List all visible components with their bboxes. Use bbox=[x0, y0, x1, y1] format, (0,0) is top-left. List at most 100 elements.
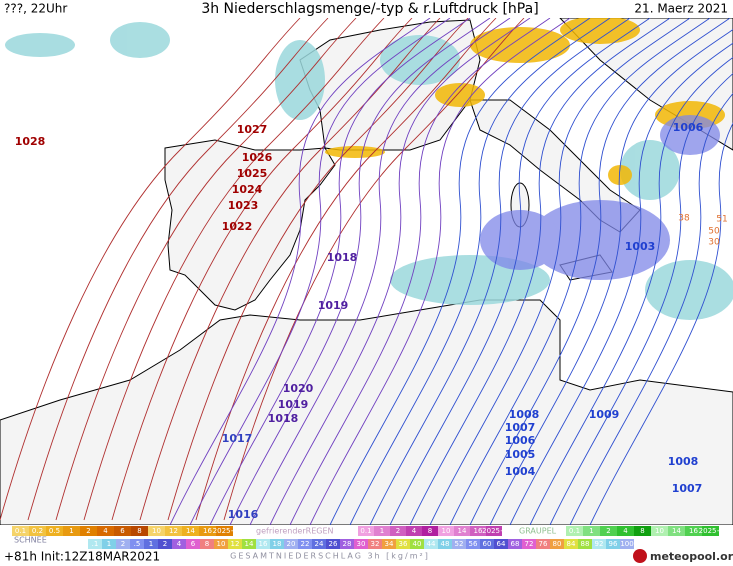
legend-label: 84 bbox=[567, 540, 576, 548]
legend-swatch bbox=[172, 539, 186, 549]
legend-swatch bbox=[256, 539, 270, 549]
legend-swatch bbox=[508, 539, 522, 549]
legend-label: 14 bbox=[458, 527, 467, 535]
legend-label: 12 bbox=[231, 540, 240, 548]
isobar-low bbox=[569, 93, 733, 526]
isobar-label: 1007 bbox=[505, 421, 536, 434]
legend-swatch bbox=[564, 539, 578, 549]
legend-label: 0.2 bbox=[32, 527, 43, 535]
legend-label: 10 bbox=[152, 527, 161, 535]
footer-run: +81h Init:12Z18MAR2021 bbox=[4, 550, 160, 564]
legend-label: 1 bbox=[69, 527, 73, 535]
legend-label: 1 bbox=[589, 527, 593, 535]
legend-swatch bbox=[80, 526, 97, 536]
isobar-low bbox=[189, 17, 451, 526]
legend-swatch bbox=[358, 526, 374, 536]
isobar-high bbox=[139, 17, 441, 521]
legend-swatch bbox=[270, 539, 284, 549]
legend-swatch bbox=[438, 526, 454, 536]
legend-label: .1 bbox=[92, 540, 99, 548]
legend-swatch bbox=[130, 539, 144, 549]
legend-swatch bbox=[63, 526, 80, 536]
legend-label: 2 bbox=[86, 527, 90, 535]
legend-label: 8 bbox=[428, 527, 432, 535]
legend-label: 12 bbox=[169, 527, 178, 535]
legend-swatch bbox=[326, 539, 340, 549]
legend-label: 20 bbox=[287, 540, 296, 548]
legend-label: 2 bbox=[606, 527, 610, 535]
isobar-label: 1005 bbox=[505, 448, 536, 461]
footer-brand: meteopool.org bbox=[650, 550, 733, 563]
legend-swatch bbox=[578, 539, 592, 549]
isobar-label: 1006 bbox=[673, 121, 704, 134]
legend-swatch bbox=[583, 526, 600, 536]
legend-label: 8 bbox=[137, 527, 141, 535]
isobar-low bbox=[449, 17, 711, 526]
legend-swatch bbox=[406, 526, 422, 536]
isobar-label: 1027 bbox=[237, 123, 268, 136]
legend-swatch bbox=[182, 526, 199, 536]
isobar-low bbox=[589, 122, 733, 526]
legend-title: GESAMTNIEDERSCHLAG 3h [kg/m²] bbox=[230, 552, 430, 561]
legend-label: 10 bbox=[655, 527, 664, 535]
legend-label: 88 bbox=[581, 540, 590, 548]
legend-label: 10 bbox=[442, 527, 451, 535]
isobar-label: 1026 bbox=[242, 151, 273, 164]
isobar-label: 1025 bbox=[237, 167, 268, 180]
legend-label: 2 bbox=[396, 527, 400, 535]
legend-label: 68 bbox=[511, 540, 520, 548]
legend-label: 2 bbox=[163, 540, 167, 548]
isobar-high bbox=[0, 17, 301, 521]
legend-label: 100 bbox=[620, 540, 633, 548]
isobar-low bbox=[329, 17, 591, 526]
legend-swatch bbox=[486, 526, 502, 536]
isobar-label: 1019 bbox=[278, 398, 309, 411]
isobar-label: 1018 bbox=[268, 412, 299, 425]
legend-swatch bbox=[390, 526, 406, 536]
legend-swatch bbox=[566, 526, 583, 536]
legend-label: 52 bbox=[455, 540, 464, 548]
legend-label: 44 bbox=[427, 540, 436, 548]
isobar-high bbox=[83, 17, 385, 521]
legend-swatch bbox=[200, 539, 214, 549]
legend-swatch bbox=[88, 539, 102, 549]
isobar-label: 1003 bbox=[625, 240, 656, 253]
legend-swatch bbox=[242, 539, 256, 549]
isobar-low bbox=[169, 17, 431, 526]
legend-title: SCHNEE bbox=[14, 536, 47, 545]
legend-label: 0.1 bbox=[15, 527, 26, 535]
legend-title: gefrierenderREGEN bbox=[256, 527, 334, 536]
legend-label: 1 bbox=[380, 527, 384, 535]
legend-label: .5 bbox=[134, 540, 141, 548]
isobar-low bbox=[369, 17, 631, 526]
legend-swatch bbox=[312, 539, 326, 549]
legend-swatch bbox=[592, 539, 606, 549]
legend-label: 36 bbox=[399, 540, 408, 548]
isobar-low bbox=[349, 17, 611, 526]
isobar-label: 1022 bbox=[222, 220, 253, 233]
isobar-low bbox=[209, 17, 471, 526]
legend-title: GRAUPEL bbox=[519, 527, 557, 536]
precip-label: 38 bbox=[678, 214, 690, 224]
isobar-label: 1020 bbox=[283, 382, 314, 395]
legend-label: 2025+ bbox=[699, 527, 723, 535]
legend-label: 24 bbox=[315, 540, 324, 548]
isobar-high bbox=[167, 17, 469, 521]
isobar-low bbox=[469, 17, 731, 526]
isobar-label: 1004 bbox=[505, 465, 536, 478]
legend-swatch bbox=[494, 539, 508, 549]
legend-label: 76 bbox=[539, 540, 548, 548]
legend-swatch bbox=[374, 526, 390, 536]
legend-label: 64 bbox=[497, 540, 506, 548]
legend-swatch bbox=[422, 526, 438, 536]
legend-swatch bbox=[550, 539, 564, 549]
isobar-low bbox=[249, 17, 511, 526]
legend-swatch bbox=[354, 539, 368, 549]
isobar-high bbox=[111, 17, 413, 521]
legend-label: 4 bbox=[412, 527, 417, 535]
isobar-low bbox=[409, 17, 671, 526]
legend-swatch bbox=[284, 539, 298, 549]
isobar-label: 1006 bbox=[505, 434, 536, 447]
legend-swatch bbox=[617, 526, 634, 536]
isobar-label: 1023 bbox=[228, 199, 259, 212]
